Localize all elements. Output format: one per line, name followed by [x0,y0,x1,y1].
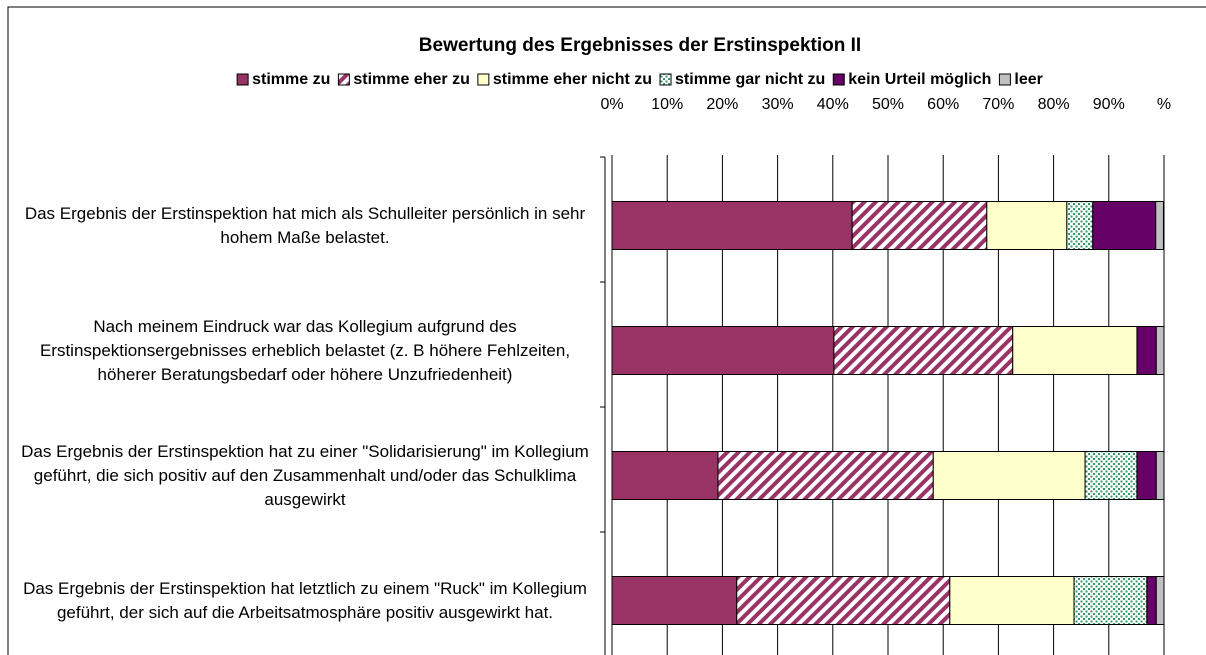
bar-segment [1146,576,1157,625]
x-tick-label: 90% [1093,96,1125,113]
x-tick-label: 0% [600,96,623,113]
legend-swatch [236,73,249,86]
legend-label: stimme eher zu [353,71,469,88]
legend-swatch [832,73,845,86]
bar-segment [949,576,1075,625]
bar-segment [932,451,1086,500]
legend-label: stimme zu [252,71,330,88]
bar-segment [1155,326,1165,375]
category-label: Das Ergebnis der Erstinspektion hat mich… [24,203,586,247]
legend-label: kein Urteil möglich [848,71,991,88]
x-tick-label: 40% [817,96,849,113]
bar-segment [851,201,988,250]
category-label: Das Ergebnis der Erstinspektion hat letz… [23,578,587,622]
chart-border [7,6,1206,655]
bar-segment [1073,576,1148,625]
bar-segment [611,576,738,625]
bar-segment [1136,326,1157,375]
bar-segment [611,201,853,250]
category-label: Das Ergebnis der Erstinspektion hat zu e… [21,441,589,509]
bar-segment [1012,326,1138,375]
bar-segment [717,451,934,500]
bar-segment [736,576,951,625]
legend-swatch [659,73,672,86]
legend-swatch [477,73,490,86]
x-tick-label: 30% [762,96,794,113]
bar-segment [611,451,719,500]
legend-label: stimme eher nicht zu [493,71,652,88]
legend-swatch [998,73,1011,86]
legend-label: stimme gar nicht zu [675,71,825,88]
chart-title: Bewertung des Ergebnisses der Erstinspek… [419,35,861,56]
x-tick-label: 20% [706,96,738,113]
bar-segment [1092,201,1157,250]
bar-segment [1155,576,1165,625]
bar-segment [1155,451,1165,500]
x-tick-label: % [1157,96,1171,113]
legend-label: leer [1014,71,1042,88]
bar-segment [1136,451,1157,500]
x-tick-label: 10% [651,96,683,113]
bar-segment [1066,201,1094,250]
x-tick-label: 80% [1038,96,1070,113]
bar-segment [611,326,835,375]
bar-segment [1084,451,1138,500]
bar-segment [1155,201,1164,250]
x-tick-label: 60% [927,96,959,113]
bar-segment [986,201,1068,250]
legend-swatch [337,73,350,86]
x-tick-label: 70% [982,96,1014,113]
bar-segment [833,326,1014,375]
category-label: Nach meinem Eindruck war das Kollegium a… [39,316,571,384]
x-tick-label: 50% [872,96,904,113]
